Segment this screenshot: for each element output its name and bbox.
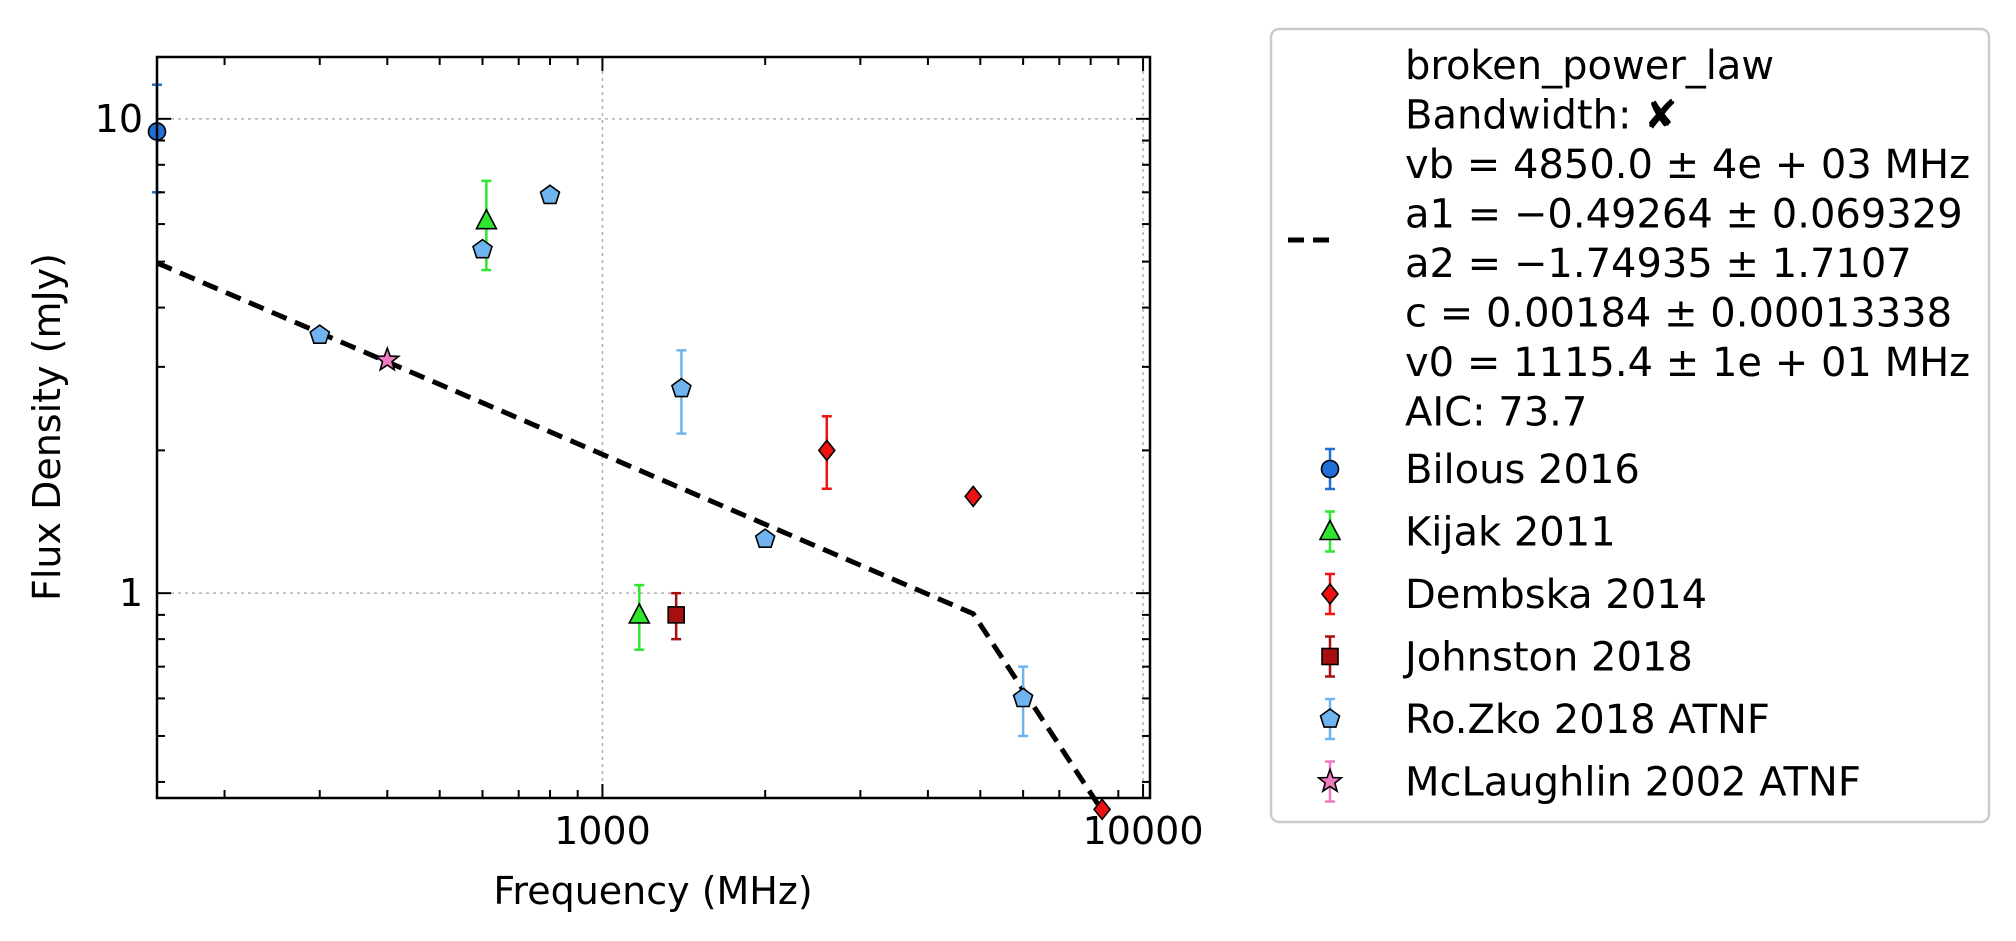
data-point (964, 485, 983, 508)
fit-line (156, 260, 1105, 812)
y-tick-label: 10 (95, 97, 143, 141)
data-points (147, 83, 1112, 821)
legend-fit-line: vb = 4850.0 ± 4e + 03 MHz (1405, 142, 1970, 188)
legend-marker (1321, 647, 1339, 666)
legend-label: Bilous 2016 (1405, 447, 1640, 493)
y-tick-label: 1 (119, 571, 143, 615)
legend-fit-line: broken_power_law (1405, 43, 1774, 89)
legend-marker (1318, 518, 1342, 541)
legend-label: Kijak 2011 (1405, 510, 1616, 556)
legend-label: McLaughlin 2002 ATNF (1405, 760, 1861, 806)
legend-fit-line: Bandwidth: ✘ (1405, 93, 1678, 139)
x-tick-label: 10000 (1083, 809, 1204, 853)
data-point (539, 184, 561, 205)
y-axis-label: Flux Density (mJy) (25, 253, 69, 601)
plot-frame (155, 55, 1152, 800)
legend-fit-line: v0 = 1115.4 ± 1e + 01 MHz (1405, 340, 1970, 386)
data-point (627, 602, 651, 624)
data-point (754, 528, 776, 549)
data-point (373, 345, 401, 372)
legend-marker (1316, 767, 1344, 794)
legend-label: Ro.Zko 2018 ATNF (1405, 697, 1770, 743)
data-point (667, 606, 685, 624)
legend-fit-line: c = 0.00184 ± 0.00013338 (1405, 291, 1952, 337)
legend-series-entries: Bilous 2016 Kijak 2011 Dembska 2014 Johnsto… (1316, 447, 1861, 806)
x-tick-label: 1000 (554, 809, 651, 853)
data-point (1093, 798, 1112, 821)
legend-fit-line: a2 = −1.74935 ± 1.7107 (1405, 241, 1912, 287)
legend-marker (1320, 459, 1340, 479)
data-point (309, 324, 331, 345)
legend-fit-line: a1 = −0.49264 ± 0.069329 (1405, 192, 1963, 238)
data-point (472, 238, 493, 259)
legend-marker (1319, 708, 1341, 728)
data-point (670, 377, 692, 398)
legend-fit-line: AIC: 73.7 (1405, 390, 1587, 436)
data-point (1012, 687, 1034, 708)
legend-label: Johnston 2018 (1402, 635, 1693, 681)
grid-lines (157, 57, 1150, 798)
tick-labels: 1000 10000 1 10 (95, 97, 1204, 853)
fit-line-group (156, 260, 1105, 812)
legend-box (1269, 27, 1991, 824)
legend-label: Dembska 2014 (1405, 572, 1707, 618)
x-axis-label: Frequency (MHz) (493, 869, 812, 913)
data-point (817, 439, 836, 462)
axis-ticks (157, 57, 1150, 798)
legend-marker (1320, 582, 1340, 606)
data-point (475, 207, 498, 230)
